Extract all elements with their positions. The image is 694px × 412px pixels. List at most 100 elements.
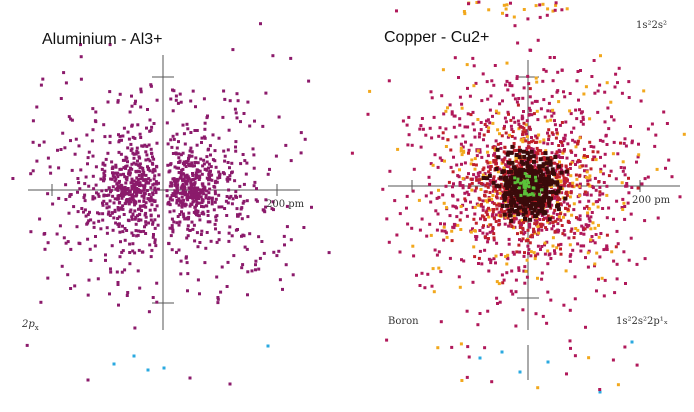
orbital-dot bbox=[665, 122, 669, 125]
orbital-dot bbox=[474, 186, 478, 190]
orbital-dot bbox=[134, 194, 138, 198]
orbital-dot bbox=[122, 126, 126, 130]
orbital-dot bbox=[113, 175, 116, 179]
orbital-dot bbox=[569, 149, 573, 153]
orbital-dot bbox=[186, 127, 190, 131]
orbital-dot bbox=[520, 239, 523, 243]
orbital-dot bbox=[550, 227, 554, 231]
orbital-dot bbox=[451, 170, 455, 174]
orbital-dot bbox=[494, 183, 499, 188]
orbital-dot bbox=[520, 218, 524, 222]
orbital-dot bbox=[176, 183, 179, 187]
orbital-dot bbox=[168, 163, 172, 167]
orbital-dot bbox=[500, 168, 504, 172]
orbital-dot bbox=[556, 207, 561, 212]
orbital-dot bbox=[155, 300, 159, 304]
fragment-dot bbox=[538, 3, 542, 7]
orbital-dot bbox=[61, 131, 65, 135]
orbital-dot bbox=[626, 201, 630, 205]
orbital-dot bbox=[116, 185, 120, 189]
fragment-dot bbox=[560, 8, 564, 12]
orbital-dot bbox=[187, 211, 191, 215]
orbital-dot bbox=[124, 200, 128, 204]
orbital-dot bbox=[92, 225, 96, 229]
orbital-dot bbox=[559, 179, 563, 183]
orbital-dot bbox=[176, 199, 180, 203]
orbital-dot bbox=[195, 143, 199, 147]
orbital-dot bbox=[195, 213, 198, 217]
orbital-dot bbox=[130, 104, 134, 108]
orbital-dot bbox=[623, 217, 627, 221]
orbital-dot bbox=[139, 105, 143, 109]
orbital-dot bbox=[494, 139, 498, 143]
orbital-dot bbox=[494, 162, 498, 166]
orbital-dot bbox=[139, 90, 143, 94]
fragment-dot bbox=[518, 370, 522, 374]
orbital-dot bbox=[605, 81, 609, 85]
orbital-dot bbox=[135, 170, 138, 174]
orbital-dot bbox=[545, 170, 550, 175]
orbital-dot bbox=[586, 155, 589, 158]
orbital-dot bbox=[101, 218, 105, 222]
orbital-dot bbox=[520, 114, 524, 118]
orbital-dot bbox=[467, 193, 471, 197]
orbital-dot bbox=[621, 169, 625, 173]
orbital-dot bbox=[621, 160, 625, 164]
orbital-dot bbox=[215, 240, 219, 244]
orbital-dot bbox=[451, 204, 455, 208]
orbital-dot bbox=[450, 239, 454, 243]
orbital-dot bbox=[264, 91, 268, 95]
orbital-dot bbox=[448, 256, 452, 260]
orbital-dot bbox=[569, 191, 573, 195]
orbital-dot bbox=[227, 128, 231, 132]
orbital-dot bbox=[135, 146, 139, 150]
orbital-dot bbox=[206, 220, 210, 224]
orbital-dot bbox=[131, 233, 135, 237]
orbital-dot bbox=[461, 186, 465, 190]
orbital-dot bbox=[509, 289, 513, 293]
orbital-dot bbox=[186, 289, 189, 293]
orbital-dot bbox=[469, 230, 473, 234]
orbital-dot bbox=[558, 156, 562, 159]
orbital-dot bbox=[97, 194, 101, 198]
orbital-dot bbox=[226, 201, 230, 205]
orbital-dot bbox=[511, 292, 515, 296]
orbital-dot bbox=[114, 165, 118, 169]
orbital-dot bbox=[115, 270, 119, 274]
orbital-dot bbox=[535, 109, 539, 113]
orbital-dot bbox=[521, 116, 525, 120]
orbital-dot bbox=[172, 89, 176, 93]
orbital-dot bbox=[480, 99, 484, 103]
orbital-dot bbox=[101, 212, 105, 216]
orbital-dot bbox=[491, 194, 495, 197]
orbital-dot bbox=[544, 191, 549, 196]
orbital-dot bbox=[543, 241, 547, 245]
orbital-dot bbox=[138, 170, 142, 174]
orbital-dot bbox=[388, 169, 392, 173]
orbital-dot bbox=[118, 230, 122, 234]
orbital-dot bbox=[635, 160, 638, 164]
orbital-dot bbox=[130, 147, 134, 151]
orbital-dot bbox=[545, 228, 549, 231]
orbital-dot bbox=[142, 191, 146, 195]
orbital-dot bbox=[385, 338, 389, 342]
orbital-dot bbox=[58, 224, 62, 228]
orbital-dot bbox=[495, 111, 499, 115]
orbital-dot bbox=[534, 134, 538, 138]
orbital-dot bbox=[187, 186, 191, 190]
orbital-dot bbox=[183, 185, 186, 189]
orbital-dot bbox=[472, 128, 476, 132]
orbital-dot bbox=[530, 136, 533, 139]
orbital-dot bbox=[530, 210, 535, 215]
orbital-dot bbox=[491, 200, 495, 204]
fragment-dot bbox=[436, 346, 440, 350]
orbital-dot bbox=[31, 169, 35, 173]
orbital-dot bbox=[140, 175, 144, 179]
orbital-dot bbox=[479, 188, 483, 191]
orbital-dot bbox=[257, 267, 261, 271]
orbital-dot bbox=[157, 181, 160, 185]
orbital-dot bbox=[175, 186, 179, 190]
orbital-dot bbox=[557, 144, 561, 147]
orbital-dot bbox=[115, 182, 119, 186]
orbital-dot bbox=[566, 202, 570, 206]
